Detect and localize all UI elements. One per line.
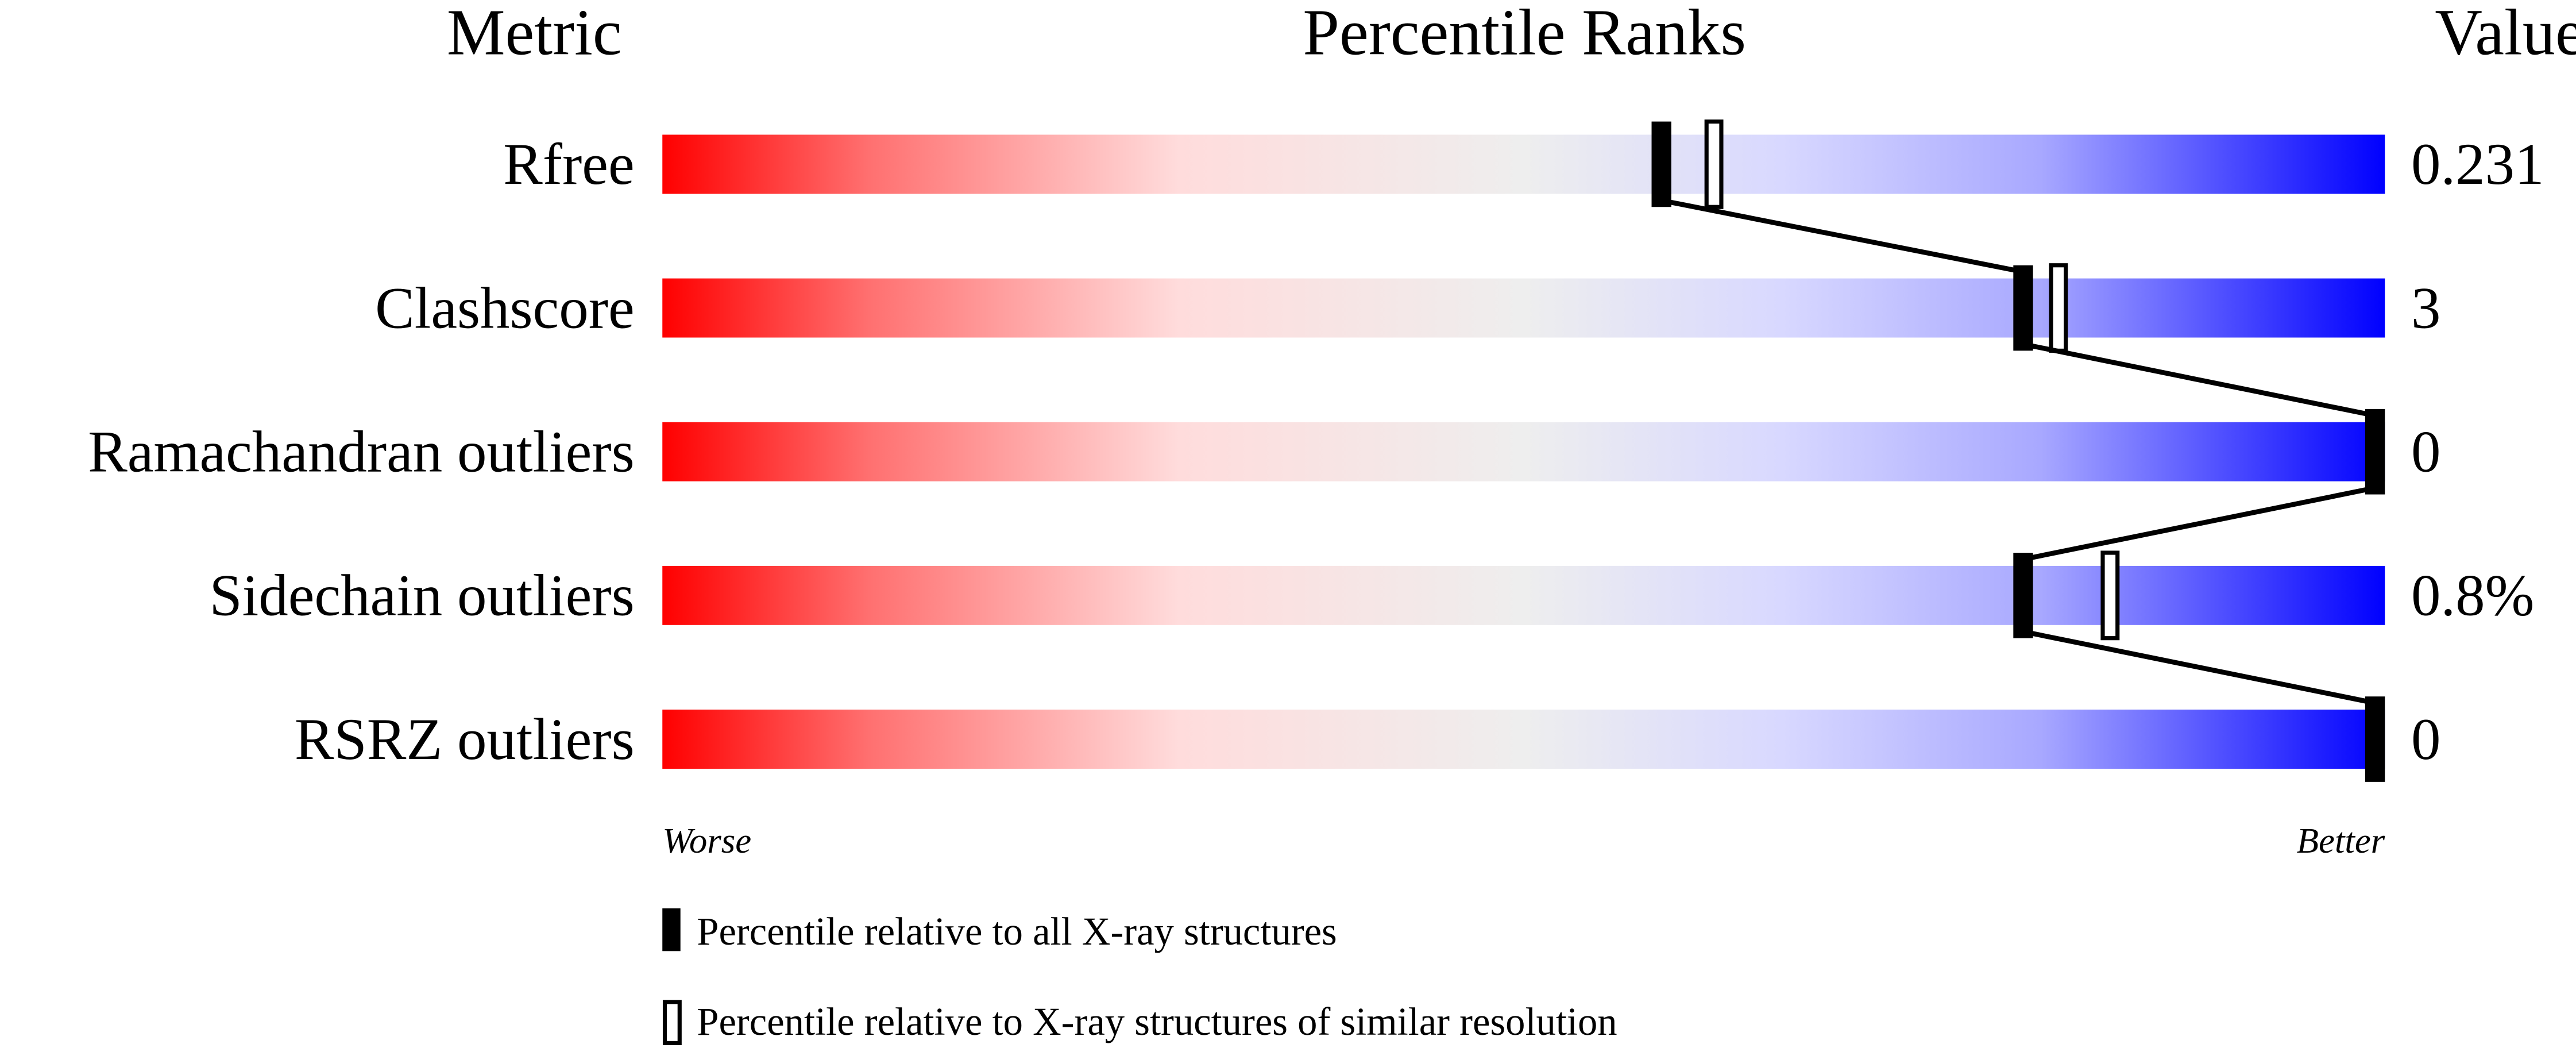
similar-resolution-marker — [1704, 119, 1724, 209]
all-structures-marker — [2013, 265, 2033, 351]
all-structures-marker — [2365, 696, 2385, 782]
connector-line — [2022, 485, 2376, 562]
all-structures-marker — [2365, 409, 2385, 495]
legend-filled-marker — [662, 908, 681, 951]
metric-value: 0 — [2411, 419, 2440, 485]
metric-label: Sidechain outliers — [209, 563, 634, 629]
gradient-bar — [662, 278, 2385, 338]
connector-line — [2022, 629, 2376, 706]
gradient-bar — [662, 134, 2385, 194]
legend-filled-label: Percentile relative to all X-ray structu… — [697, 910, 1337, 953]
value-header: Value — [2435, 0, 2576, 68]
metric-value: 0.8% — [2411, 563, 2534, 629]
chart-title: Percentile Ranks — [1303, 0, 1746, 68]
better-label: Better — [2297, 820, 2385, 861]
legend-open-marker — [662, 1000, 682, 1045]
metric-value: 0.231 — [2411, 132, 2544, 197]
metric-label: Ramachandran outliers — [88, 419, 635, 485]
gradient-bar — [662, 422, 2385, 481]
metric-label: Rfree — [503, 132, 635, 197]
similar-resolution-marker — [2049, 263, 2068, 353]
all-structures-marker — [1651, 121, 1671, 207]
metric-header: Metric — [447, 0, 622, 68]
similar-resolution-marker — [2100, 550, 2120, 641]
connector-line — [1660, 198, 2024, 275]
all-structures-marker — [2013, 553, 2033, 638]
metric-label: RSRZ outliers — [295, 707, 635, 772]
gradient-bar — [662, 565, 2385, 625]
metric-value: 3 — [2411, 275, 2440, 341]
connector-line — [2022, 341, 2376, 418]
metric-label: Clashscore — [375, 275, 635, 341]
worse-label: Worse — [662, 820, 751, 861]
legend-open-label: Percentile relative to X-ray structures … — [697, 1000, 1617, 1043]
metric-value: 0 — [2411, 707, 2440, 772]
gradient-bar — [662, 710, 2385, 769]
